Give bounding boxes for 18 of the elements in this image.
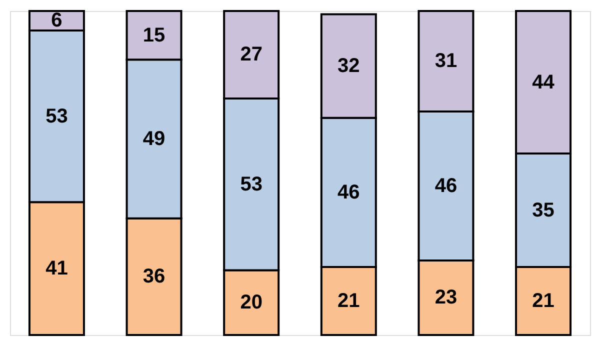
data-label: 31 bbox=[434, 50, 458, 72]
data-label: 20 bbox=[240, 292, 262, 314]
data-label: 44 bbox=[532, 71, 556, 94]
data-label: 23 bbox=[434, 286, 458, 309]
data-label: 32 bbox=[338, 55, 360, 78]
data-label: 49 bbox=[142, 128, 166, 150]
data-label: 53 bbox=[240, 173, 262, 196]
data-label: 46 bbox=[338, 181, 360, 204]
data-label: 41 bbox=[46, 258, 68, 280]
data-label: 21 bbox=[532, 290, 554, 312]
data-label: 21 bbox=[338, 290, 360, 312]
data-label: 15 bbox=[142, 24, 166, 46]
data-label: 27 bbox=[240, 44, 262, 66]
data-label: 6 bbox=[51, 10, 62, 32]
data-label: 36 bbox=[142, 266, 166, 288]
data-label: 46 bbox=[434, 174, 458, 197]
data-label: 35 bbox=[532, 199, 554, 222]
data-label: 53 bbox=[46, 105, 68, 128]
